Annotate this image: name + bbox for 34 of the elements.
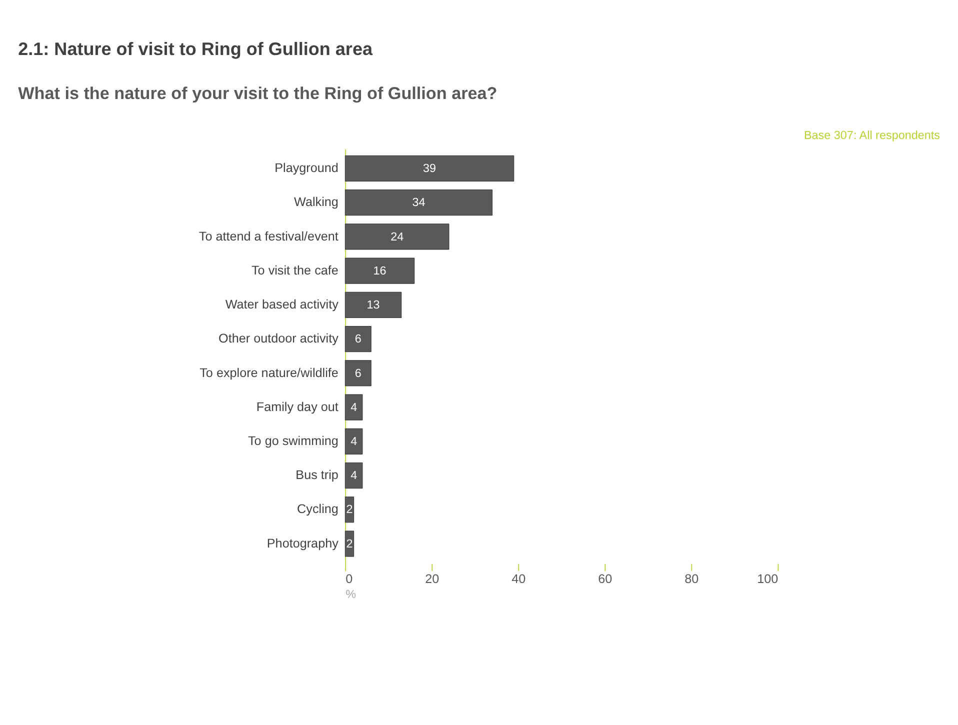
data-label: 4 <box>350 400 358 414</box>
data-label: 4 <box>350 435 358 448</box>
y-tick-label: Bus trip <box>296 468 338 482</box>
y-tick-label: Water based activity <box>225 298 340 312</box>
x-tick-label: 100 <box>757 572 778 586</box>
y-tick-label: Walking <box>294 195 338 210</box>
y-tick-label: Playground <box>274 161 338 176</box>
y-tick-label: To go swimming <box>248 434 338 448</box>
y-tick-label: Cycling <box>297 502 338 516</box>
y-tick-label: Other outdoor activity <box>218 332 340 346</box>
data-label: 6 <box>354 366 362 380</box>
x-axis-title: % <box>346 588 356 602</box>
data-label: 4 <box>350 469 358 482</box>
y-tick-label: To attend a festival/event <box>198 229 339 244</box>
data-label: 34 <box>412 196 426 210</box>
text: 2.1: Nature of visit to Ring of Gullion area <box>18 39 374 60</box>
data-label: 16 <box>373 264 386 278</box>
y-tick-label: To explore nature/wildlife <box>200 366 338 380</box>
x-tick-label: 60 <box>598 572 612 586</box>
x-tick-label: 40 <box>512 572 526 586</box>
chart-subtitle: What is the nature of your visit to the Ring of Gullion area? <box>18 84 498 104</box>
data-label: 2 <box>346 537 353 550</box>
data-label: 13 <box>366 298 380 312</box>
data-label: 6 <box>354 332 362 346</box>
text: Base 307: All respondents <box>804 128 940 142</box>
x-tick-label: 80 <box>684 572 699 586</box>
x-tick-label: 20 <box>425 572 440 586</box>
y-tick-label: Family day out <box>256 400 339 414</box>
y-tick-label: Photography <box>266 536 340 550</box>
data-label: 2 <box>346 503 353 516</box>
y-tick-label: To visit the cafe <box>252 263 338 278</box>
x-tick-label: 0 <box>346 572 353 586</box>
data-label: 39 <box>423 162 436 176</box>
data-label: 24 <box>390 230 404 244</box>
